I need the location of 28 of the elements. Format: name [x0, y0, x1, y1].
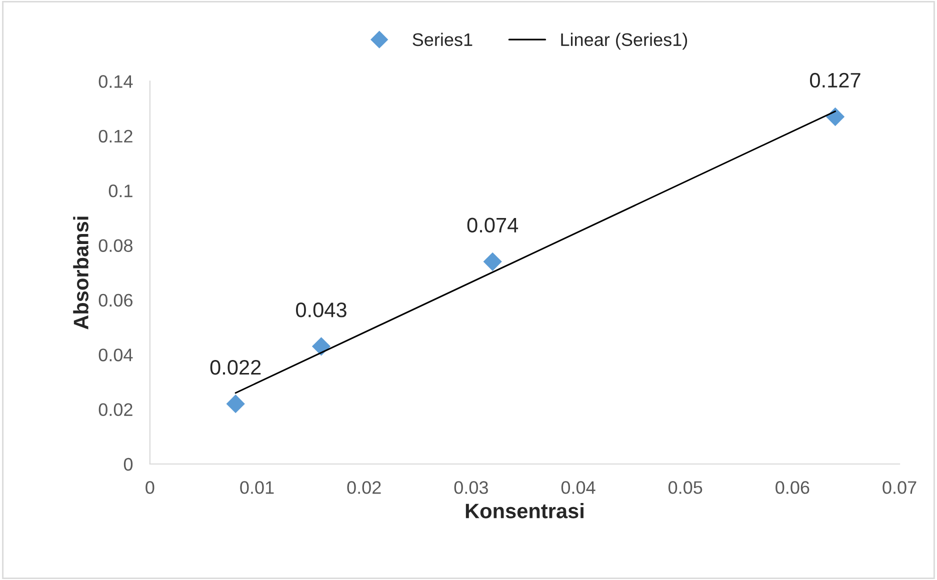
y-tick-label: 0.12	[98, 130, 132, 143]
x-tick-label: 0.05	[668, 481, 702, 494]
x-tick-label: 0.06	[776, 481, 810, 494]
point	[312, 337, 331, 356]
x-tick-label: 0.02	[347, 481, 381, 494]
y-tick-label: 0.02	[98, 403, 132, 416]
legend-label: Series1	[412, 32, 472, 46]
y-tick-label: 0.08	[98, 239, 132, 252]
x-tick-label: 0	[146, 481, 154, 494]
y-tick-label: 0	[124, 458, 133, 471]
data-label: 0.127	[810, 72, 860, 88]
x-tick-label: 0.01	[240, 481, 274, 494]
y-tick-label: 0.14	[98, 75, 133, 88]
x-axis-title: Konsentrasi	[466, 503, 584, 518]
x-tick-label: 0.03	[454, 481, 488, 494]
data-label: 0.022	[210, 360, 261, 375]
y-tick-label: 0.06	[98, 294, 132, 307]
y-axis-title: Absorbansi	[73, 216, 88, 330]
point	[826, 107, 845, 126]
y-tick-label: 0.04	[98, 348, 133, 362]
data-label: 0.074	[467, 218, 518, 233]
x-tick-label: 0.04	[561, 481, 596, 494]
y-tick-label: 0.1	[108, 184, 132, 198]
legend-label: Linear (Series1)	[561, 32, 688, 50]
point	[226, 394, 245, 414]
x-tick-label: 0.07	[882, 481, 916, 494]
point	[483, 252, 502, 271]
data-label: 0.043	[296, 302, 346, 318]
